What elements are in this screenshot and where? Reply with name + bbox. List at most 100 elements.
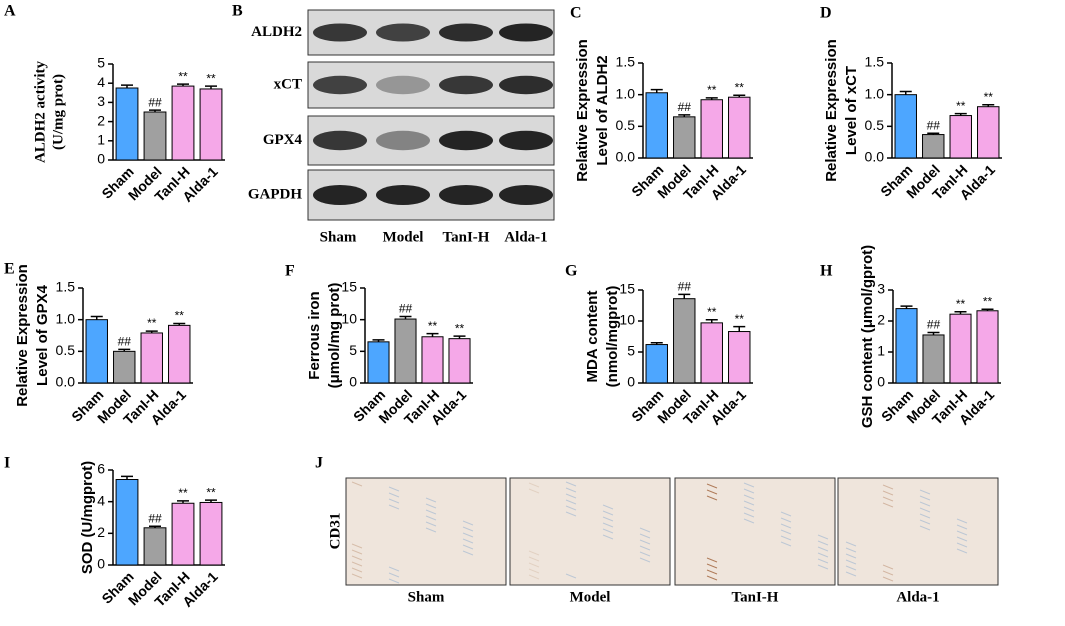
tissue-fiber xyxy=(528,482,540,488)
tissue-fiber xyxy=(639,557,651,563)
significance-label: ## xyxy=(148,511,162,525)
panel-letter: H xyxy=(820,263,833,280)
bar xyxy=(728,96,751,159)
tissue-fiber xyxy=(602,522,614,528)
tissue-fiber xyxy=(780,523,792,529)
tissue-fiber xyxy=(780,517,792,523)
significance-label: ** xyxy=(984,90,994,104)
blot-band xyxy=(313,130,367,151)
blot-band xyxy=(499,185,553,205)
significance-label: ** xyxy=(428,319,438,333)
blot-band xyxy=(376,75,430,95)
error-bar xyxy=(121,84,133,88)
y-axis-label: ALDH2 activity xyxy=(32,60,48,163)
blot-band xyxy=(439,130,493,151)
tissue-fiber xyxy=(956,530,968,536)
significance-label: ## xyxy=(678,100,692,114)
panel-letter: A xyxy=(4,3,16,20)
tissue-fiber xyxy=(919,501,931,507)
bar xyxy=(949,115,972,159)
tissue-fiber xyxy=(956,542,968,548)
tissue-fiber xyxy=(919,525,931,531)
bar xyxy=(673,116,696,159)
error-bar xyxy=(205,85,217,89)
y-tick-label: 0 xyxy=(349,374,357,390)
blot-band xyxy=(313,75,367,95)
tissue-fiber xyxy=(425,509,437,515)
group-label: Alda-1 xyxy=(896,589,939,605)
y-axis-label: Level of ALDH2 xyxy=(594,55,611,165)
error-bar xyxy=(954,112,967,116)
y-axis-label: Level of xCT xyxy=(843,66,860,155)
tissue-fiber xyxy=(565,481,577,487)
blot-band xyxy=(499,75,553,95)
group-label: Model xyxy=(570,589,611,605)
y-tick-label: 5 xyxy=(349,342,357,358)
error-bar xyxy=(173,322,186,326)
tissue-fiber xyxy=(845,547,857,553)
significance-label: ** xyxy=(956,297,966,311)
significance-label: ** xyxy=(455,321,465,335)
protein-label: GAPDH xyxy=(248,186,302,202)
bar xyxy=(367,341,390,384)
tissue-fiber xyxy=(743,518,755,524)
significance-label: ** xyxy=(178,486,188,500)
y-axis-label: Relative Expression xyxy=(823,39,840,182)
error-bar xyxy=(149,109,161,112)
y-axis-label: Relative Expression xyxy=(574,39,591,182)
y-axis-label: Ferrous iron xyxy=(306,291,323,379)
error-bar xyxy=(982,104,995,107)
tissue-fiber xyxy=(528,574,540,580)
tissue-fiber xyxy=(351,555,363,561)
y-tick-label: 2 xyxy=(877,312,885,328)
tissue-fiber xyxy=(817,552,829,558)
protein-label: GPX4 xyxy=(263,132,303,148)
panel-letter: C xyxy=(570,5,582,22)
blot-band xyxy=(376,185,430,205)
tissue-fiber xyxy=(845,565,857,571)
bar xyxy=(895,308,918,384)
tissue-fiber xyxy=(351,481,363,487)
panel-letter: D xyxy=(820,5,832,22)
bar xyxy=(448,338,471,384)
tissue-fiber xyxy=(639,533,651,539)
tissue-fiber xyxy=(351,549,363,555)
lane-label: Model xyxy=(383,229,424,245)
significance-label: ## xyxy=(678,280,692,294)
bar xyxy=(143,111,167,161)
y-tick-label: 1 xyxy=(97,132,105,148)
bar xyxy=(700,322,723,384)
error-bar xyxy=(733,94,746,98)
blot-band xyxy=(313,185,367,205)
tissue-fiber xyxy=(956,548,968,554)
tissue-fiber xyxy=(639,545,651,551)
tissue-fiber xyxy=(462,526,474,532)
y-tick-label: 15 xyxy=(619,281,635,297)
y-tick-label: 4 xyxy=(97,492,105,508)
blot-band xyxy=(439,185,493,205)
tissue-fiber xyxy=(351,543,363,549)
tissue-fiber xyxy=(425,521,437,527)
significance-label: ## xyxy=(927,118,941,132)
protein-label: ALDH2 xyxy=(251,24,302,40)
tissue-fiber xyxy=(602,516,614,522)
tissue-fiber xyxy=(956,524,968,530)
bar xyxy=(700,99,723,159)
error-bar xyxy=(705,97,718,100)
y-tick-label: 10 xyxy=(619,312,635,328)
tissue-fiber xyxy=(706,575,718,581)
error-bar xyxy=(899,90,912,95)
tissue-fiber xyxy=(528,562,540,568)
tissue-fiber xyxy=(882,564,894,570)
significance-label: ** xyxy=(707,83,717,97)
tissue-fiber xyxy=(845,541,857,547)
tissue-fiber xyxy=(528,568,540,574)
tissue-fiber xyxy=(602,528,614,534)
y-tick-label: 5 xyxy=(97,55,105,71)
tissue-fiber xyxy=(882,490,894,496)
y-axis-label: Relative Expression xyxy=(14,264,31,407)
panel-letter: F xyxy=(285,263,295,280)
tissue-fiber xyxy=(565,493,577,499)
y-tick-label: 0.0 xyxy=(865,149,885,165)
bar xyxy=(171,502,195,566)
